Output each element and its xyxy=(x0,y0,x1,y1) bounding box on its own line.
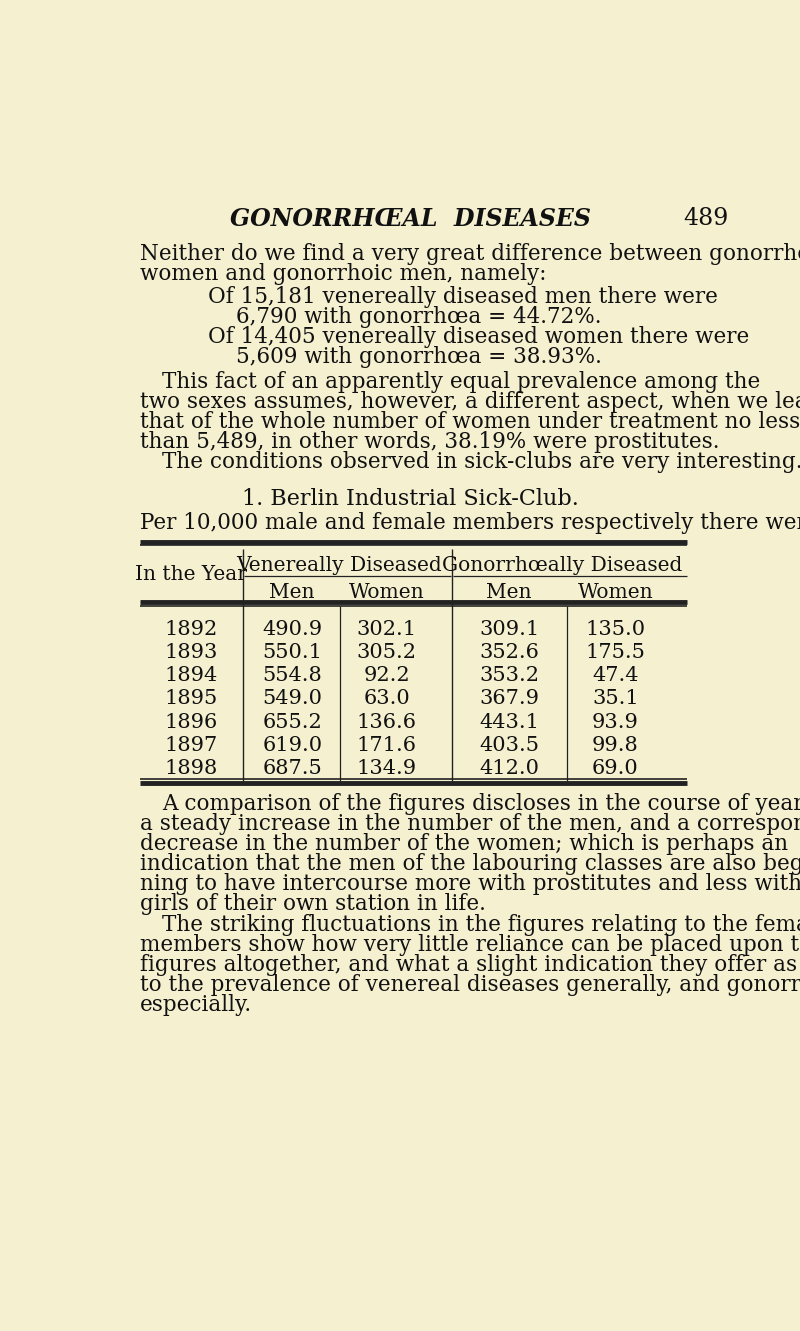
Text: 305.2: 305.2 xyxy=(357,643,417,663)
Text: than 5,489, in other words, 38.19% were prostitutes.: than 5,489, in other words, 38.19% were … xyxy=(140,431,720,453)
Text: 5,609 with gonorrhœa = 38.93%.: 5,609 with gonorrhœa = 38.93%. xyxy=(236,346,602,369)
Text: Gonorrhœally Diseased: Gonorrhœally Diseased xyxy=(442,555,682,575)
Text: 655.2: 655.2 xyxy=(262,712,322,732)
Text: figures altogether, and what a slight indication they offer as: figures altogether, and what a slight in… xyxy=(140,954,798,977)
Text: The conditions observed in sick-clubs are very interesting.: The conditions observed in sick-clubs ar… xyxy=(162,451,800,473)
Text: especially.: especially. xyxy=(140,994,253,1017)
Text: 92.2: 92.2 xyxy=(363,667,410,685)
Text: two sexes assumes, however, a different aspect, when we learn: two sexes assumes, however, a different … xyxy=(140,391,800,413)
Text: 403.5: 403.5 xyxy=(479,736,539,755)
Text: indication that the men of the labouring classes are also begin-: indication that the men of the labouring… xyxy=(140,853,800,874)
Text: 619.0: 619.0 xyxy=(262,736,322,755)
Text: The striking fluctuations in the figures relating to the female: The striking fluctuations in the figures… xyxy=(162,914,800,936)
Text: A comparison of the figures discloses in the course of years: A comparison of the figures discloses in… xyxy=(162,793,800,815)
Text: Men: Men xyxy=(270,583,315,602)
Text: 171.6: 171.6 xyxy=(357,736,417,755)
Text: Women: Women xyxy=(349,583,425,602)
Text: Women: Women xyxy=(578,583,653,602)
Text: to the prevalence of venereal diseases generally, and gonorrhœa: to the prevalence of venereal diseases g… xyxy=(140,974,800,997)
Text: Of 15,181 venereally diseased men there were: Of 15,181 venereally diseased men there … xyxy=(209,286,718,307)
Text: Men: Men xyxy=(486,583,532,602)
Text: 1894: 1894 xyxy=(165,667,218,685)
Text: 99.8: 99.8 xyxy=(592,736,638,755)
Text: 135.0: 135.0 xyxy=(586,620,646,639)
Text: decrease in the number of the women; which is perhaps an: decrease in the number of the women; whi… xyxy=(140,833,789,855)
Text: Per 10,000 male and female members respectively there were:: Per 10,000 male and female members respe… xyxy=(140,512,800,534)
Text: 309.1: 309.1 xyxy=(479,620,539,639)
Text: 47.4: 47.4 xyxy=(592,667,638,685)
Text: Venereally Diseased: Venereally Diseased xyxy=(237,555,442,575)
Text: 302.1: 302.1 xyxy=(357,620,417,639)
Text: Of 14,405 venereally diseased women there were: Of 14,405 venereally diseased women ther… xyxy=(209,326,750,347)
Text: ning to have intercourse more with prostitutes and less with: ning to have intercourse more with prost… xyxy=(140,873,800,894)
Text: 353.2: 353.2 xyxy=(479,667,539,685)
Text: 1892: 1892 xyxy=(165,620,218,639)
Text: In the Year: In the Year xyxy=(135,564,247,584)
Text: 554.8: 554.8 xyxy=(262,667,322,685)
Text: Neither do we find a very great difference between gonorrhoic: Neither do we find a very great differen… xyxy=(140,242,800,265)
Text: members show how very little reliance can be placed upon the: members show how very little reliance ca… xyxy=(140,934,800,957)
Text: 489: 489 xyxy=(683,208,728,230)
Text: women and gonorrhoic men, namely:: women and gonorrhoic men, namely: xyxy=(140,264,547,285)
Text: 687.5: 687.5 xyxy=(262,759,322,777)
Text: girls of their own station in life.: girls of their own station in life. xyxy=(140,893,486,914)
Text: 69.0: 69.0 xyxy=(592,759,638,777)
Text: 93.9: 93.9 xyxy=(592,712,639,732)
Text: 6,790 with gonorrhœa = 44.72%.: 6,790 with gonorrhœa = 44.72%. xyxy=(236,306,601,327)
Text: a steady increase in the number of the men, and a corresponding: a steady increase in the number of the m… xyxy=(140,813,800,835)
Text: This fact of an apparently equal prevalence among the: This fact of an apparently equal prevale… xyxy=(162,371,760,393)
Text: 134.9: 134.9 xyxy=(357,759,417,777)
Text: 443.1: 443.1 xyxy=(479,712,539,732)
Text: 550.1: 550.1 xyxy=(262,643,322,663)
Text: 549.0: 549.0 xyxy=(262,689,322,708)
Text: 367.9: 367.9 xyxy=(479,689,539,708)
Text: GONORRHŒAL  DISEASES: GONORRHŒAL DISEASES xyxy=(230,208,590,232)
Text: 1898: 1898 xyxy=(165,759,218,777)
Text: that of the whole number of women under treatment no less: that of the whole number of women under … xyxy=(140,411,800,433)
Text: 1896: 1896 xyxy=(165,712,218,732)
Text: 1897: 1897 xyxy=(165,736,218,755)
Text: 136.6: 136.6 xyxy=(357,712,417,732)
Text: 63.0: 63.0 xyxy=(363,689,410,708)
Text: 35.1: 35.1 xyxy=(592,689,638,708)
Text: 490.9: 490.9 xyxy=(262,620,322,639)
Text: 352.6: 352.6 xyxy=(479,643,539,663)
Text: 1893: 1893 xyxy=(165,643,218,663)
Text: 412.0: 412.0 xyxy=(479,759,539,777)
Text: 1. Berlin Industrial Sick-Club.: 1. Berlin Industrial Sick-Club. xyxy=(242,487,578,510)
Text: 1895: 1895 xyxy=(165,689,218,708)
Text: 175.5: 175.5 xyxy=(586,643,646,663)
